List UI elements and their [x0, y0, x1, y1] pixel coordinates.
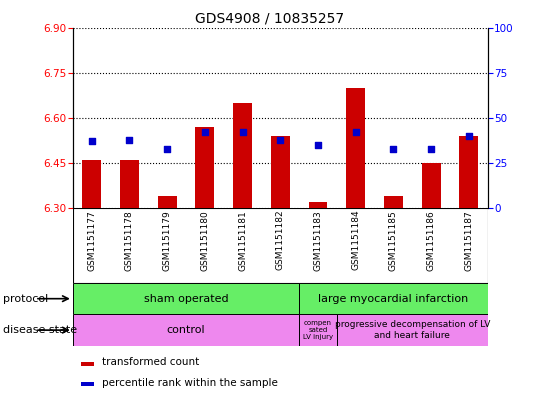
Bar — [347, 88, 365, 208]
Point — [427, 145, 436, 152]
Bar — [81, 382, 94, 386]
Bar — [120, 160, 139, 208]
Text: protocol: protocol — [3, 294, 48, 304]
Point — [238, 129, 247, 136]
Bar — [460, 136, 479, 208]
Bar — [299, 314, 337, 346]
Point — [314, 142, 322, 148]
Point — [125, 136, 134, 143]
Point — [87, 138, 96, 145]
Text: GSM1151178: GSM1151178 — [125, 210, 134, 270]
Text: transformed count: transformed count — [102, 357, 199, 367]
Text: compen
sated
LV injury: compen sated LV injury — [303, 320, 333, 340]
Point — [351, 129, 360, 136]
Bar — [299, 283, 488, 314]
Point — [163, 145, 171, 152]
Text: GSM1151183: GSM1151183 — [314, 210, 322, 270]
Text: GDS4908 / 10835257: GDS4908 / 10835257 — [195, 12, 344, 26]
Text: disease state: disease state — [3, 325, 77, 335]
Bar — [422, 163, 441, 208]
Point — [389, 145, 398, 152]
Bar — [195, 127, 215, 208]
Text: sham operated: sham operated — [143, 294, 229, 304]
Bar — [384, 196, 403, 208]
Text: GSM1151186: GSM1151186 — [427, 210, 436, 270]
Text: GSM1151184: GSM1151184 — [351, 210, 360, 270]
Point — [276, 136, 285, 143]
Text: GSM1151177: GSM1151177 — [87, 210, 96, 270]
Text: progressive decompensation of LV
and heart failure: progressive decompensation of LV and hea… — [335, 320, 490, 340]
Bar — [308, 202, 328, 208]
Bar — [233, 103, 252, 208]
Bar — [337, 314, 488, 346]
Bar — [81, 362, 94, 365]
Text: GSM1151187: GSM1151187 — [465, 210, 473, 270]
Text: GSM1151182: GSM1151182 — [276, 210, 285, 270]
Bar — [73, 314, 299, 346]
Text: percentile rank within the sample: percentile rank within the sample — [102, 378, 278, 387]
Bar — [82, 160, 101, 208]
Text: GSM1151180: GSM1151180 — [201, 210, 209, 270]
Text: GSM1151179: GSM1151179 — [163, 210, 171, 270]
Point — [201, 129, 209, 136]
Bar — [73, 283, 299, 314]
Bar — [157, 196, 177, 208]
Text: GSM1151185: GSM1151185 — [389, 210, 398, 270]
Bar — [271, 136, 290, 208]
Text: GSM1151181: GSM1151181 — [238, 210, 247, 270]
Point — [465, 133, 473, 139]
Text: control: control — [167, 325, 205, 335]
Text: large myocardial infarction: large myocardial infarction — [319, 294, 468, 304]
